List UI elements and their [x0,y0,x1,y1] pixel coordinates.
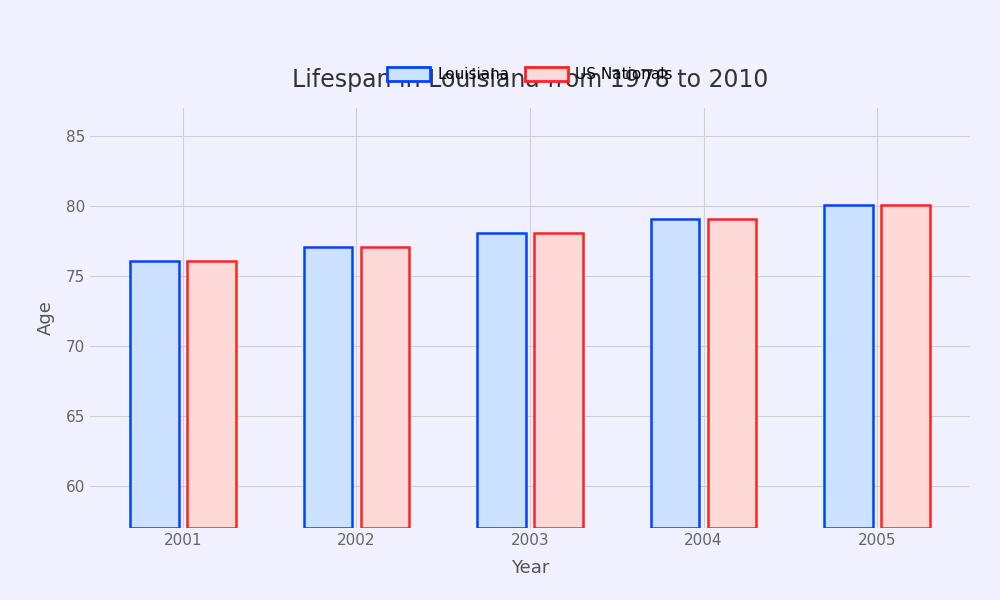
Y-axis label: Age: Age [37,301,55,335]
Bar [477,233,526,528]
Bar [534,233,583,528]
Legend: Louisiana, US Nationals: Louisiana, US Nationals [381,61,679,88]
Bar [187,260,236,528]
Bar [881,205,930,528]
Bar [130,260,179,528]
Bar [361,247,409,528]
Bar [708,218,756,528]
Bar [824,205,873,528]
Bar [304,247,352,528]
Title: Lifespan in Louisiana from 1978 to 2010: Lifespan in Louisiana from 1978 to 2010 [292,68,768,92]
Bar [651,218,699,528]
X-axis label: Year: Year [511,559,549,577]
